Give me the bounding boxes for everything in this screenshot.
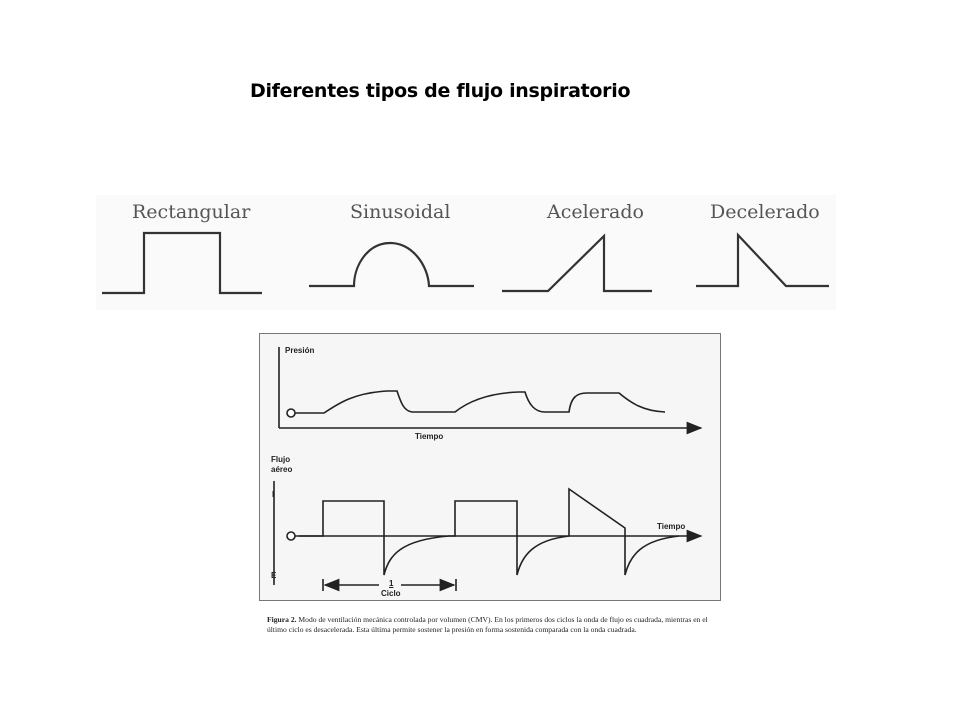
pressure-origin bbox=[286, 408, 296, 418]
time-label-top: Tiempo bbox=[415, 432, 444, 441]
flow-label-line2: aéreo bbox=[271, 465, 293, 474]
sinusoidal-waveform bbox=[309, 241, 474, 288]
caption-text: Modo de ventilación mecánica controlada … bbox=[267, 615, 708, 634]
accelerating-waveform bbox=[502, 233, 652, 293]
waveform-label-accelerating: Acelerado bbox=[547, 201, 644, 223]
caption-bold: Figura 2. bbox=[267, 615, 297, 624]
flow-label-line1: Flujo bbox=[271, 455, 291, 464]
slide-title: Diferentes tipos de flujo inspiratorio bbox=[250, 80, 631, 102]
expiration-label: E bbox=[271, 571, 277, 580]
decelerating-waveform bbox=[696, 232, 829, 288]
time-label-bottom: Tiempo bbox=[657, 522, 686, 531]
waveform-label-rectangular: Rectangular bbox=[132, 201, 251, 223]
waveform-label-decelerating: Decelerado bbox=[710, 201, 820, 223]
ventilation-figure: Presión Tiempo Flujo aéreo I E Tiempo 1 … bbox=[259, 333, 721, 649]
figure-caption: Figura 2. Modo de ventilación mecánica c… bbox=[267, 615, 723, 635]
inspiration-label: I bbox=[272, 490, 275, 499]
flow-origin bbox=[286, 531, 296, 541]
rectangular-waveform bbox=[102, 231, 262, 295]
cycle-label: Ciclo bbox=[381, 589, 401, 598]
cycle-number: 1 bbox=[389, 579, 394, 588]
ventilation-graphs bbox=[273, 347, 703, 592]
waveform-types-diagram bbox=[102, 231, 829, 295]
waveform-label-sinusoidal: Sinusoidal bbox=[350, 201, 451, 223]
flow-curve bbox=[295, 487, 680, 576]
figure-frame bbox=[259, 333, 721, 601]
pressure-label: Presión bbox=[285, 346, 315, 355]
pressure-curve bbox=[295, 390, 666, 414]
